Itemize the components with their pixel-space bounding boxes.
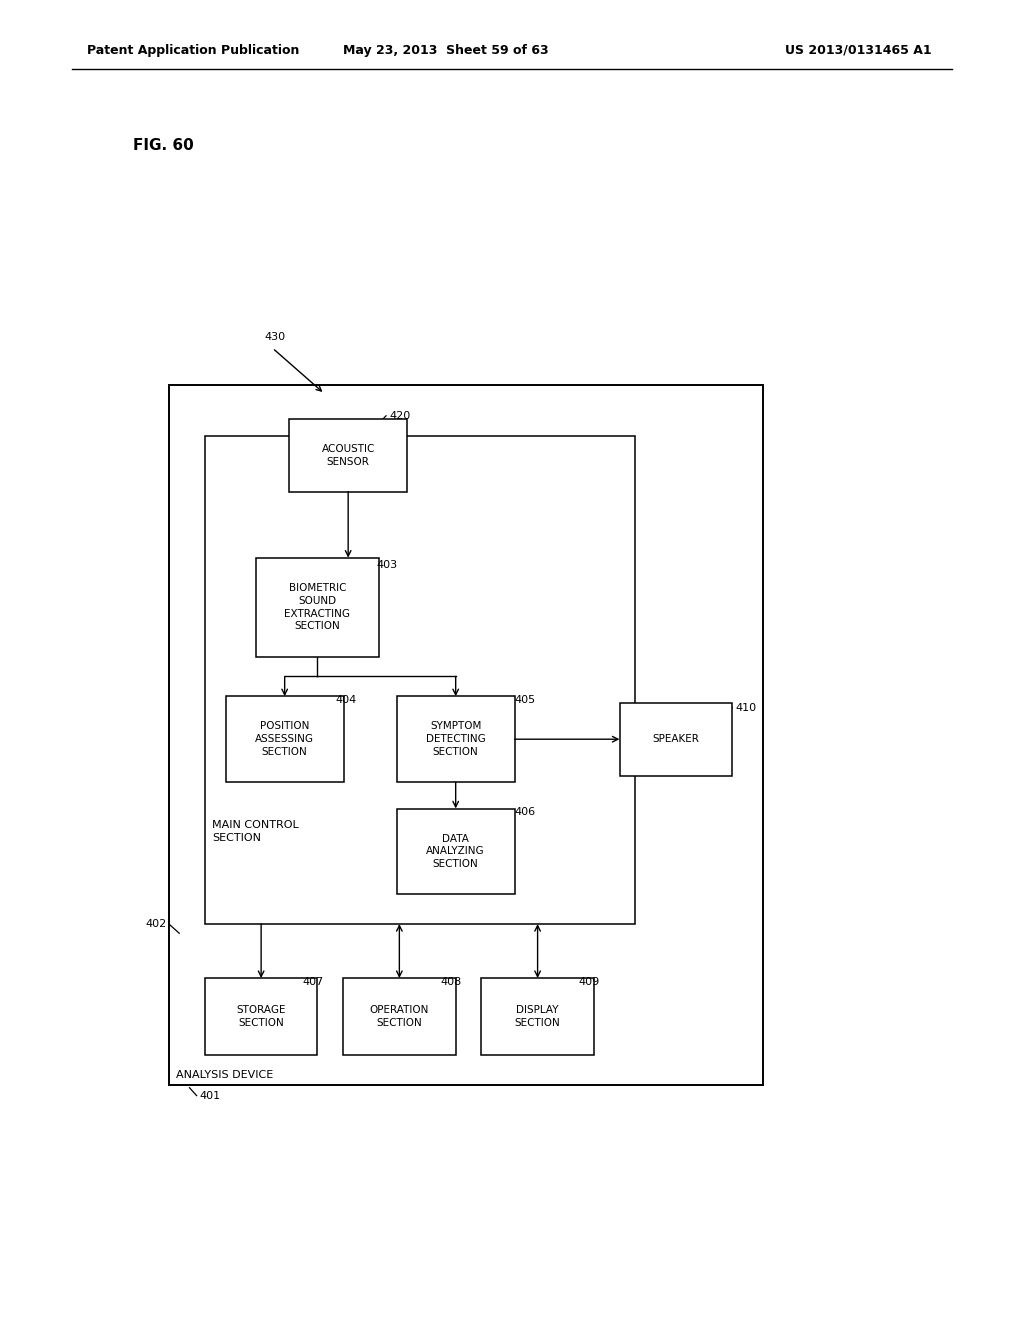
Text: POSITION
ASSESSING
SECTION: POSITION ASSESSING SECTION bbox=[255, 722, 314, 756]
Text: 420: 420 bbox=[389, 411, 411, 421]
Text: 406: 406 bbox=[514, 807, 536, 817]
Bar bbox=[620, 702, 732, 776]
Text: 430: 430 bbox=[264, 331, 286, 342]
Text: 403: 403 bbox=[377, 560, 398, 570]
Text: May 23, 2013  Sheet 59 of 63: May 23, 2013 Sheet 59 of 63 bbox=[343, 44, 548, 57]
Text: Patent Application Publication: Patent Application Publication bbox=[87, 44, 299, 57]
Bar bbox=[397, 808, 515, 895]
Bar bbox=[290, 418, 408, 491]
Text: 409: 409 bbox=[579, 977, 600, 987]
Bar bbox=[397, 697, 515, 781]
Text: SYMPTOM
DETECTING
SECTION: SYMPTOM DETECTING SECTION bbox=[426, 722, 485, 756]
Text: US 2013/0131465 A1: US 2013/0131465 A1 bbox=[785, 44, 932, 57]
Text: BIOMETRIC
SOUND
EXTRACTING
SECTION: BIOMETRIC SOUND EXTRACTING SECTION bbox=[285, 583, 350, 631]
Text: 408: 408 bbox=[440, 977, 462, 987]
Bar bbox=[169, 385, 763, 1085]
Bar bbox=[226, 697, 344, 781]
Text: ACOUSTIC
SENSOR: ACOUSTIC SENSOR bbox=[322, 444, 375, 467]
Text: DATA
ANALYZING
SECTION: DATA ANALYZING SECTION bbox=[426, 834, 485, 869]
Text: OPERATION
SECTION: OPERATION SECTION bbox=[370, 1005, 429, 1028]
Text: SPEAKER: SPEAKER bbox=[652, 734, 699, 744]
Text: 401: 401 bbox=[200, 1090, 221, 1101]
Bar bbox=[205, 978, 317, 1055]
Bar bbox=[205, 436, 635, 924]
Text: 407: 407 bbox=[302, 977, 324, 987]
Text: 402: 402 bbox=[145, 919, 167, 929]
Text: DISPLAY
SECTION: DISPLAY SECTION bbox=[515, 1005, 560, 1028]
Bar bbox=[481, 978, 594, 1055]
Text: 410: 410 bbox=[735, 702, 757, 713]
Text: MAIN CONTROL
SECTION: MAIN CONTROL SECTION bbox=[212, 820, 299, 843]
Text: FIG. 60: FIG. 60 bbox=[133, 137, 194, 153]
Bar bbox=[256, 557, 379, 656]
Text: STORAGE
SECTION: STORAGE SECTION bbox=[237, 1005, 286, 1028]
Text: 404: 404 bbox=[336, 694, 357, 705]
Text: ANALYSIS DEVICE: ANALYSIS DEVICE bbox=[176, 1069, 273, 1080]
Bar bbox=[343, 978, 456, 1055]
Text: 405: 405 bbox=[514, 694, 536, 705]
